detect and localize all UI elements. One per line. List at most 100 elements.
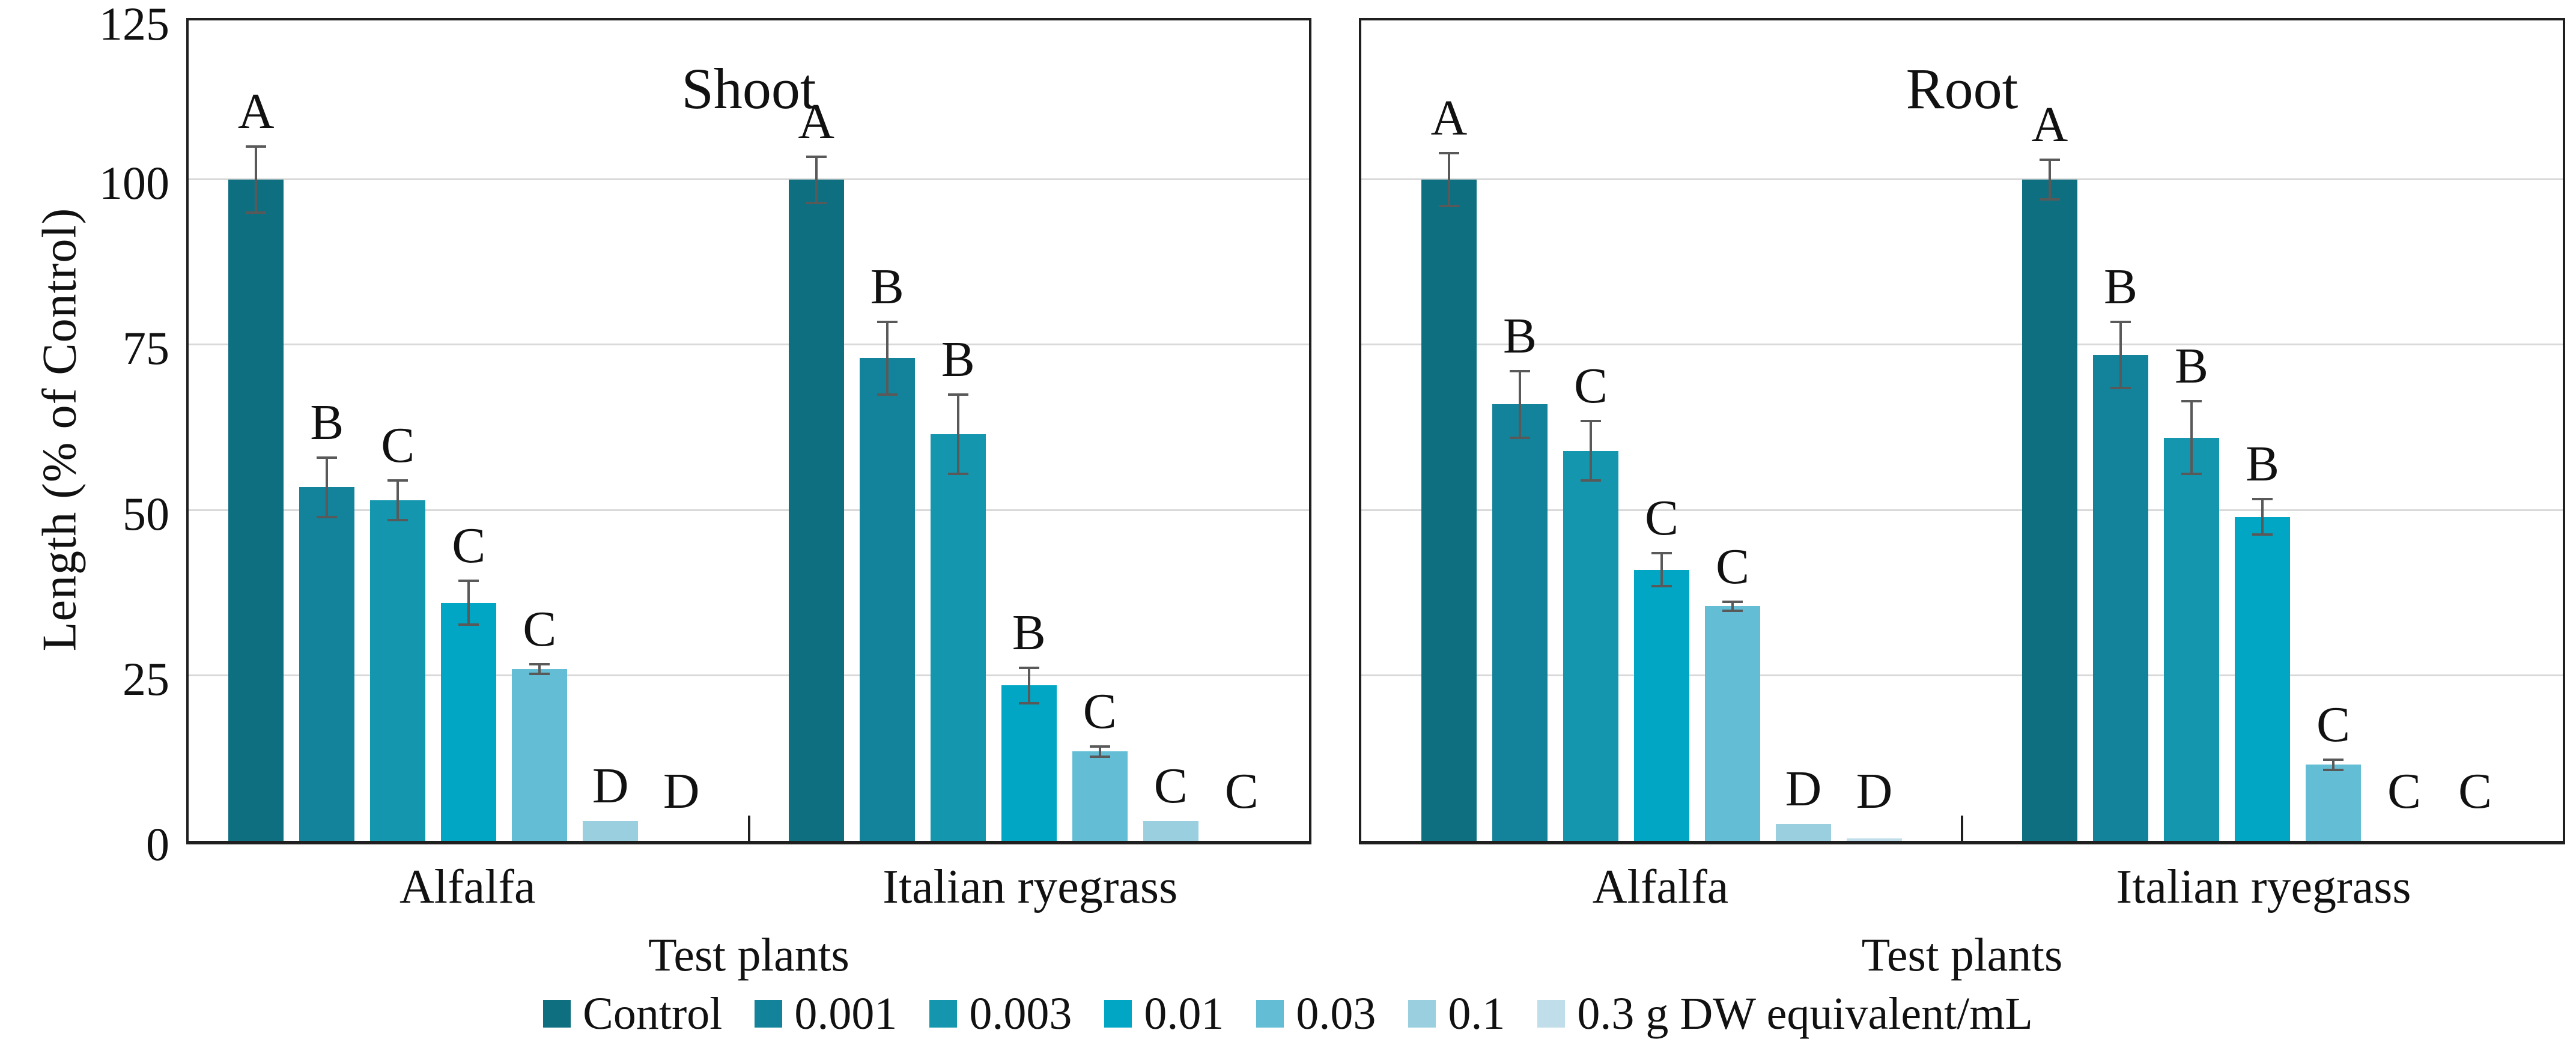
error-bar-cap-top bbox=[947, 393, 968, 396]
legend-item: Control bbox=[543, 990, 722, 1038]
bar bbox=[2235, 516, 2290, 841]
bar-slot: C bbox=[441, 20, 497, 841]
error-bar-cap-top bbox=[2040, 159, 2060, 162]
gridline bbox=[1361, 344, 2563, 346]
y-tick-label: 50 bbox=[123, 487, 169, 540]
error-bar bbox=[1027, 667, 1030, 704]
error-bar-cap-bottom bbox=[1510, 436, 1530, 439]
bar bbox=[2093, 354, 2148, 841]
panel-shoot: Shoot A B C C C D D A B B B C C C Alfalfa Italian ryegra… bbox=[186, 0, 1311, 1051]
bar bbox=[1143, 820, 1198, 841]
significance-letter: A bbox=[2031, 97, 2068, 153]
panel-root: Root A B C C C D D A B B B C C C Alfalfa Italian ryegras… bbox=[1359, 0, 2565, 1051]
category-labels: Alfalfa Italian ryegrass bbox=[1359, 862, 2565, 912]
error-bar-cap-bottom bbox=[2110, 386, 2131, 389]
error-bar bbox=[1519, 371, 1521, 438]
error-bar bbox=[538, 664, 541, 674]
error-bar-cap-bottom bbox=[387, 519, 409, 522]
significance-letter: C bbox=[2387, 763, 2422, 819]
legend-label: 0.001 bbox=[794, 989, 898, 1039]
bar-slot: A bbox=[788, 20, 844, 841]
error-bar bbox=[2261, 498, 2264, 535]
legend-label: 0.003 bbox=[969, 989, 1072, 1039]
bar bbox=[788, 180, 844, 841]
significance-letter: A bbox=[1430, 90, 1468, 147]
error-bar bbox=[1660, 553, 1663, 587]
error-bar bbox=[2332, 759, 2334, 771]
significance-letter: B bbox=[310, 394, 344, 450]
error-bar-cap-top bbox=[1722, 600, 1743, 603]
y-tick-label: 0 bbox=[146, 818, 169, 870]
gridline bbox=[189, 178, 1309, 181]
panel-title: Shoot bbox=[681, 56, 816, 121]
bar-slot: B bbox=[1001, 20, 1057, 841]
bar bbox=[512, 668, 568, 841]
error-bar-cap-bottom bbox=[947, 473, 968, 476]
error-bar-cap-top bbox=[1510, 370, 1530, 373]
significance-letter: B bbox=[2103, 258, 2138, 315]
bar bbox=[441, 602, 497, 841]
error-bar-cap-top bbox=[1089, 745, 1110, 748]
error-bar-cap-bottom bbox=[246, 211, 267, 214]
y-tick-label: 75 bbox=[123, 322, 169, 375]
error-bar bbox=[1590, 421, 1592, 481]
x-axis-title: Test plants bbox=[1861, 928, 2063, 981]
y-tick-label: 125 bbox=[99, 0, 169, 50]
error-bar bbox=[255, 147, 258, 213]
bar-slot: D bbox=[583, 20, 639, 841]
bar bbox=[1001, 685, 1057, 841]
significance-letter: D bbox=[592, 757, 629, 814]
legend-swatch bbox=[1256, 1000, 1284, 1028]
bar bbox=[583, 820, 639, 841]
bar bbox=[2306, 765, 2361, 841]
error-bar-cap-top bbox=[1581, 420, 1601, 422]
error-bar bbox=[1098, 746, 1101, 757]
legend-swatch bbox=[543, 1000, 571, 1028]
legend-item: 0.3 g DW equivalent/mL bbox=[1537, 990, 2033, 1038]
legend-swatch bbox=[1104, 1000, 1132, 1028]
significance-letter: C bbox=[452, 518, 486, 574]
error-bar bbox=[467, 581, 470, 625]
significance-letter: C bbox=[1153, 757, 1188, 814]
error-bar-cap-bottom bbox=[2252, 533, 2273, 536]
significance-letter: B bbox=[2174, 338, 2209, 394]
significance-letter: C bbox=[2316, 696, 2351, 753]
significance-letter: B bbox=[870, 258, 904, 315]
error-bar bbox=[815, 156, 818, 203]
error-bar-cap-top bbox=[387, 479, 409, 482]
error-bar-cap-bottom bbox=[1439, 205, 1459, 208]
error-bar-cap-top bbox=[1651, 552, 1672, 555]
bar-slot: D bbox=[1776, 20, 1831, 841]
error-bar bbox=[1731, 601, 1734, 611]
bar-slot: C bbox=[512, 20, 568, 841]
bar bbox=[1072, 751, 1128, 841]
bar-slot: B bbox=[2093, 20, 2148, 841]
legend-swatch bbox=[755, 1000, 783, 1028]
significance-letter: B bbox=[2245, 435, 2280, 492]
bar-slot: C bbox=[1143, 20, 1198, 841]
legend-swatch bbox=[929, 1000, 958, 1028]
gridline bbox=[1361, 674, 2563, 676]
significance-letter: B bbox=[941, 331, 975, 387]
category-label: Alfalfa bbox=[399, 861, 536, 913]
bar bbox=[1421, 180, 1477, 841]
bar-slot: B bbox=[930, 20, 986, 841]
error-bar-cap-top bbox=[458, 580, 479, 583]
bar bbox=[2022, 180, 2077, 841]
legend-item: 0.003 bbox=[929, 990, 1072, 1038]
error-bar-cap-bottom bbox=[458, 623, 479, 626]
error-bar-cap-top bbox=[246, 145, 267, 148]
legend-swatch bbox=[1537, 1000, 1566, 1028]
error-bar-cap-top bbox=[2110, 320, 2131, 323]
error-bar-cap-bottom bbox=[1089, 756, 1110, 759]
legend-item: 0.03 bbox=[1256, 990, 1376, 1038]
bar-slot: A bbox=[228, 20, 284, 841]
gridline bbox=[189, 344, 1309, 346]
error-bar-cap-top bbox=[529, 663, 550, 666]
bar-slot: D bbox=[654, 20, 709, 841]
